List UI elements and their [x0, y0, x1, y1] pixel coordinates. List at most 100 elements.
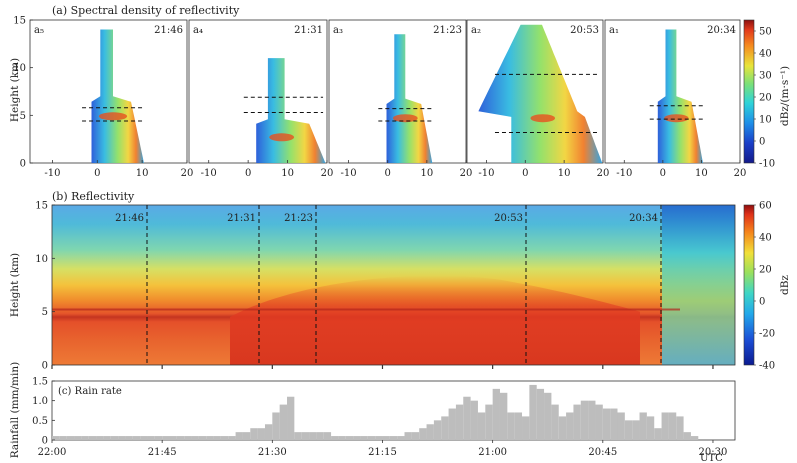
rain-bar [191, 436, 199, 440]
rain-bar [411, 432, 420, 440]
x-tick-label: 10 [420, 168, 433, 179]
rain-bar [59, 436, 67, 440]
rain-bar [485, 404, 493, 440]
rain-bar [198, 436, 207, 440]
rain-bar [419, 428, 427, 440]
subpanel-label: a₁ [609, 25, 619, 36]
panel-b-title: (b) Reflectivity [52, 190, 135, 203]
rain-bar [257, 428, 265, 440]
rain-bar [389, 436, 398, 440]
rain-bar [220, 436, 229, 440]
subpanel-2: a₄ 21:31 -10 0 10 20 [188, 19, 333, 179]
rain-bar [81, 436, 89, 440]
subpanel-label: a₂ [471, 25, 481, 36]
x-tick-label: 22:00 [38, 447, 67, 458]
x-tick-label: 0 [522, 168, 528, 179]
rain-bar [264, 424, 273, 440]
x-tick-label: 10 [281, 168, 294, 179]
time-marker-label: 21:23 [284, 213, 313, 224]
rain-bar [272, 412, 280, 440]
spectrum-peak [98, 112, 128, 121]
rain-bar [52, 436, 60, 440]
rain-bar [573, 404, 581, 440]
rain-bar [551, 404, 559, 440]
rain-bar [125, 436, 133, 440]
rain-bar [507, 412, 515, 440]
rain-bar [294, 432, 302, 440]
rain-bar [470, 400, 478, 440]
x-tick-label: -10 [201, 168, 217, 179]
x-tick-label: 0 [94, 168, 100, 179]
rain-bar [536, 388, 545, 440]
colorbar-b-label: dBz [779, 275, 791, 295]
y-tick-label: 15 [13, 16, 26, 27]
colorbar-a: -10 0 10 20 30 40 50 [743, 19, 775, 170]
colorbar-a-tick-label: 0 [759, 137, 765, 148]
panel-c-title: (c) Rain rate [58, 386, 122, 397]
time-marker-label: 21:46 [115, 213, 144, 224]
reflectivity-frame [51, 204, 736, 366]
rain-bar [96, 436, 104, 440]
rain-bar [88, 436, 97, 440]
x-tick-label: 20:45 [588, 447, 617, 458]
y-tick-label: 10 [35, 254, 48, 265]
convective-core [230, 275, 640, 365]
y-tick-label: 0 [42, 436, 48, 447]
colorbar-b: -40 -20 0 20 40 60 [743, 201, 775, 372]
colorbar-b-tick-label: 60 [759, 201, 772, 212]
rain-bar [448, 408, 456, 440]
rain-bar [617, 412, 625, 440]
y-tick-label: 5 [20, 111, 26, 122]
rain-bar [250, 428, 258, 440]
subpanel-time: 21:23 [433, 25, 462, 36]
rain-bar [522, 416, 530, 440]
rain-bar [228, 436, 236, 440]
rain-bar [103, 436, 111, 440]
x-tick-label: 0 [385, 168, 391, 179]
y-tick-label: 10 [13, 63, 26, 74]
spectrum-shape [478, 24, 603, 163]
x-tick-label: 20 [597, 168, 610, 179]
colorbar-b-tick-label: -20 [759, 329, 775, 340]
colorbar-a-gradient [743, 19, 755, 164]
rain-bar [397, 436, 405, 440]
colorbar-a-tick-label: 50 [759, 27, 772, 38]
spectrum-peak [269, 133, 295, 142]
rain-bar [375, 436, 383, 440]
x-tick-label: 10 [136, 168, 149, 179]
y-tick-label: 0.5 [32, 416, 48, 427]
colorbar-a-tick-label: 30 [759, 71, 772, 82]
spectrum-peak [530, 114, 556, 123]
rain-bar [529, 384, 537, 440]
x-tick-label: 20 [734, 168, 747, 179]
rain-bar [514, 412, 523, 440]
rain-bar [66, 436, 75, 440]
rain-bar [683, 432, 691, 440]
x-tick-label: 21:45 [148, 447, 177, 458]
rain-bar [690, 436, 699, 440]
colorbar-a-tick-label: 40 [759, 49, 772, 60]
rain-bar [162, 436, 170, 440]
colorbar-a-tick-label: 20 [759, 93, 772, 104]
y-tick-label: 1.0 [32, 396, 48, 407]
x-tick-label: 21:15 [368, 447, 397, 458]
rain-bar [463, 396, 471, 440]
colorbar-b-tick-label: 20 [759, 265, 772, 276]
rain-bar [242, 432, 251, 440]
rain-bar [279, 404, 288, 440]
rain-bar [492, 388, 500, 440]
x-tick-label: 10 [558, 168, 571, 179]
subpanel-label: a₅ [34, 25, 44, 36]
rain-bar [639, 412, 647, 440]
subpanel-time: 21:46 [154, 25, 183, 36]
rain-bar [132, 436, 141, 440]
spectrum-shape [91, 29, 144, 163]
y-tick-label: 15 [35, 201, 48, 212]
time-marker-label: 21:31 [227, 213, 256, 224]
rain-bar [331, 436, 339, 440]
rain-bar [147, 436, 155, 440]
rain-bar [316, 432, 324, 440]
rain-bar [169, 436, 177, 440]
time-marker-label: 20:34 [629, 213, 658, 224]
